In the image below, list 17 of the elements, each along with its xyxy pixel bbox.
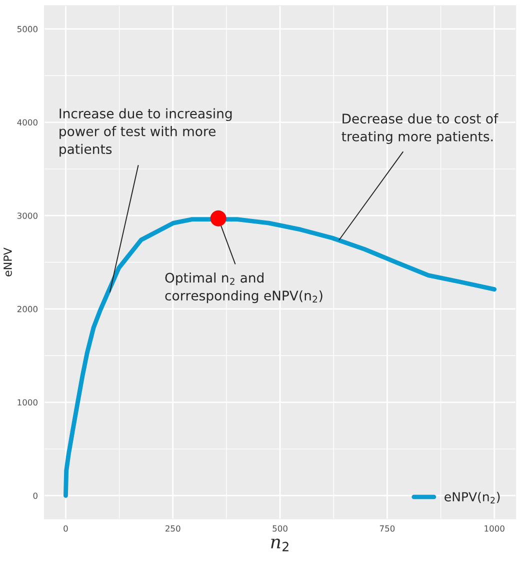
x-tick-label: 0: [64, 525, 68, 532]
x-tick-label: 250: [166, 525, 180, 532]
y-tick-label: 2000: [17, 306, 38, 312]
x-tick-label: 750: [380, 525, 395, 532]
y-tick-label: 3000: [17, 212, 38, 219]
x-tick-label: 500: [272, 525, 288, 532]
y-tick-label: 5000: [17, 26, 38, 32]
y-tick-label: 1000: [18, 399, 38, 406]
annotation: Optimal n$_{2}$ and corresponding eNPV(n$_{2}$): [165, 272, 322, 304]
y-tick-label: 4000: [17, 119, 38, 126]
annotation: Decrease due to cost of treating more patients.: [342, 113, 498, 144]
y-tick-label: 0: [33, 492, 38, 499]
annotation: Increase due to increasing power of test with more patients: [60, 108, 232, 157]
x-tick-label: 1000: [484, 525, 504, 532]
legend-label: eNPV(n$_{2}$): [444, 492, 500, 504]
y-axis-title: eNPV: [4, 248, 12, 276]
x-axis-title: n$_{2}$: [271, 538, 288, 552]
